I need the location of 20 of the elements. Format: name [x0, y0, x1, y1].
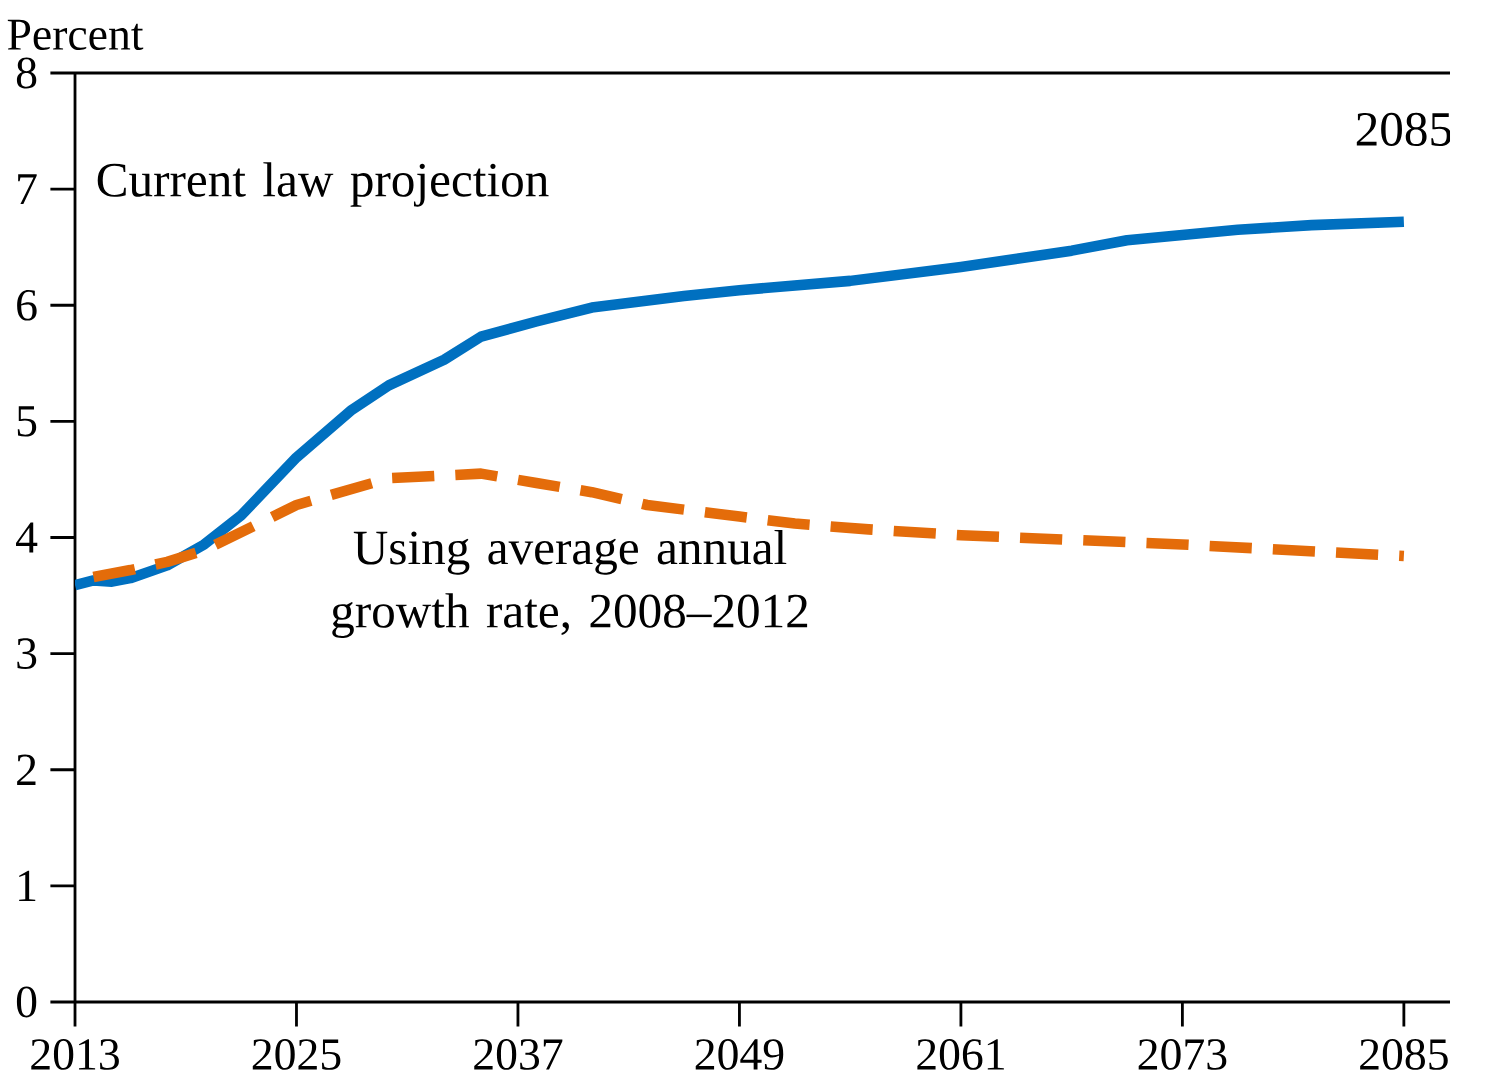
text: Current law projection: [97, 162, 549, 207]
y-tick-label: 7: [18, 174, 37, 205]
y-axis-title: Percent: [7, 19, 144, 51]
y-tick-label: 2: [17, 754, 36, 785]
y-tick-label: 4: [16, 522, 38, 553]
series-label: Using average annual growth rate, 2008–2012: [332, 529, 808, 638]
annotation: 2085: [1356, 112, 1452, 146]
y-tick-label: 8: [16, 57, 37, 89]
y-tick-label: 3: [17, 638, 37, 669]
x-tick-label: 2073: [1138, 1039, 1227, 1070]
x-tick-label: 2025: [252, 1039, 341, 1070]
y-tick-label: 1: [19, 870, 36, 901]
x-tick-label: 2085: [1360, 1039, 1448, 1070]
y-tick-label: 0: [16, 986, 37, 1018]
x-tick-label: 2013: [31, 1039, 119, 1070]
x-tick-label: 2037: [474, 1039, 563, 1070]
x-tick-label: 2049: [695, 1039, 784, 1070]
y-tick-label: 5: [17, 406, 37, 437]
x-tick-label: 2061: [917, 1039, 1004, 1070]
y-tick-label: 6: [17, 289, 37, 321]
